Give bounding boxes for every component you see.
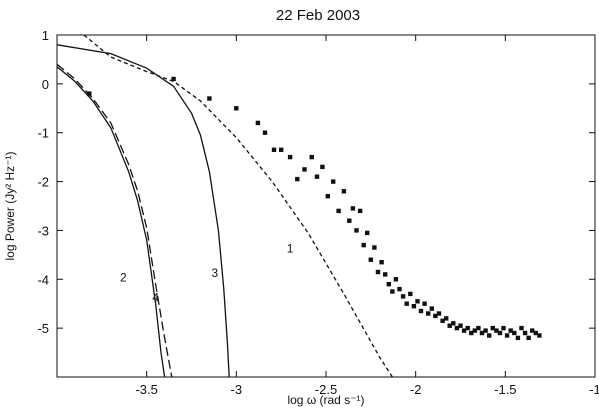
data-point bbox=[440, 318, 445, 323]
data-point bbox=[379, 260, 384, 265]
y-tick-label: -4 bbox=[37, 272, 49, 287]
data-point bbox=[512, 330, 517, 336]
data-point bbox=[422, 301, 427, 306]
data-point bbox=[87, 91, 92, 96]
data-point bbox=[526, 335, 531, 341]
data-point bbox=[454, 325, 460, 331]
data-point bbox=[325, 194, 330, 199]
data-point bbox=[415, 299, 420, 304]
data-point bbox=[497, 330, 503, 336]
data-point bbox=[490, 325, 495, 331]
data-point bbox=[383, 272, 388, 277]
data-point bbox=[320, 164, 325, 170]
data-point bbox=[341, 189, 347, 194]
data-point bbox=[309, 154, 314, 160]
y-tick-label: -3 bbox=[37, 223, 49, 238]
y-tick-label: -1 bbox=[37, 126, 49, 141]
data-point bbox=[494, 328, 499, 333]
data-point bbox=[171, 76, 176, 82]
data-point bbox=[530, 328, 535, 333]
data-point bbox=[451, 321, 456, 326]
data-point bbox=[465, 325, 470, 331]
curve-2 bbox=[57, 66, 166, 377]
data-point bbox=[400, 294, 406, 299]
data-point bbox=[522, 330, 528, 336]
data-point bbox=[476, 325, 481, 331]
y-tick-label: -2 bbox=[37, 175, 49, 190]
y-axis-label: log Power (Jy² Hz⁻¹) bbox=[3, 151, 17, 260]
data-point bbox=[472, 328, 477, 333]
data-point bbox=[271, 147, 277, 152]
data-point bbox=[515, 335, 521, 341]
curve-label: 4 bbox=[152, 290, 159, 304]
data-point bbox=[350, 206, 356, 211]
data-point bbox=[533, 330, 538, 336]
data-point bbox=[234, 106, 239, 111]
data-point bbox=[372, 245, 377, 250]
data-point bbox=[519, 325, 524, 331]
curve-1 bbox=[83, 35, 393, 377]
data-point bbox=[418, 308, 424, 314]
data-point bbox=[262, 130, 268, 135]
data-point bbox=[487, 333, 492, 338]
data-point bbox=[458, 323, 463, 328]
data-point bbox=[411, 304, 417, 309]
data-point bbox=[331, 179, 336, 184]
plot-area: -3.5 -3 -2.5 -2 -1.5 -1 1 0 -1 -2 -3 -4 -5 1 2 3 4 bbox=[37, 28, 599, 397]
data-point bbox=[302, 167, 307, 172]
data-point bbox=[537, 333, 542, 338]
plot-frame bbox=[56, 34, 596, 378]
data-point bbox=[375, 269, 381, 275]
data-point bbox=[386, 282, 391, 287]
data-point bbox=[408, 291, 413, 297]
x-tick-label: -2.5 bbox=[315, 382, 337, 397]
data-point bbox=[347, 218, 352, 223]
curve-label: 3 bbox=[211, 266, 218, 280]
data-point bbox=[314, 174, 320, 179]
data-point bbox=[336, 208, 341, 214]
data-point bbox=[508, 328, 513, 333]
data-point bbox=[504, 333, 510, 338]
data-point bbox=[461, 328, 467, 333]
data-point bbox=[255, 120, 261, 126]
data-point bbox=[393, 277, 399, 282]
y-tick-label: 0 bbox=[42, 77, 49, 92]
data-point bbox=[501, 325, 506, 331]
data-point bbox=[207, 96, 212, 101]
data-point bbox=[479, 330, 485, 336]
data-point bbox=[469, 330, 474, 336]
data-point bbox=[397, 286, 402, 292]
data-point bbox=[447, 323, 452, 328]
data-point bbox=[426, 311, 431, 316]
data-point bbox=[361, 242, 366, 248]
data-point bbox=[444, 316, 449, 321]
curve-label: 1 bbox=[287, 241, 294, 255]
data-point bbox=[295, 176, 300, 182]
data-point bbox=[279, 147, 284, 152]
data-point bbox=[390, 289, 395, 294]
x-tick-label: -3.5 bbox=[135, 382, 157, 397]
data-point bbox=[433, 313, 438, 319]
data-point bbox=[483, 328, 488, 333]
data-point bbox=[429, 306, 434, 311]
y-tick-label: 1 bbox=[42, 28, 49, 43]
x-tick-label: -3 bbox=[231, 382, 243, 397]
data-point bbox=[365, 230, 370, 236]
y-tick-label: -5 bbox=[37, 321, 49, 336]
data-point bbox=[354, 228, 359, 233]
data-point bbox=[287, 154, 293, 160]
curve-3 bbox=[57, 44, 230, 377]
data-point bbox=[436, 311, 442, 316]
x-tick-label: -1.5 bbox=[494, 382, 516, 397]
data-point bbox=[357, 208, 363, 214]
x-axis-label: log ω (rad s⁻¹) bbox=[287, 393, 364, 407]
chart-title: 22 Feb 2003 bbox=[276, 7, 360, 24]
data-point bbox=[404, 301, 409, 306]
curve-4 bbox=[57, 63, 173, 377]
x-tick-label: -2 bbox=[410, 382, 422, 397]
curve-label: 2 bbox=[120, 271, 127, 285]
x-tick-label: -1 bbox=[589, 382, 599, 397]
data-point bbox=[368, 257, 373, 262]
